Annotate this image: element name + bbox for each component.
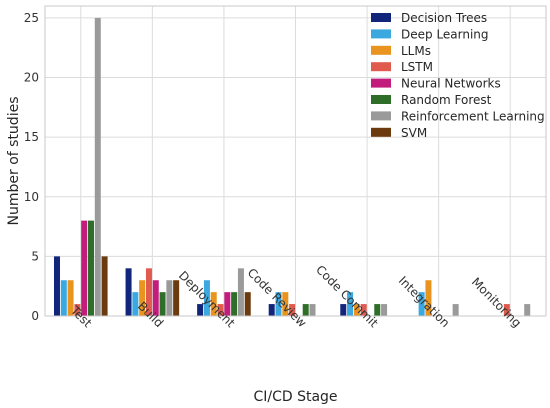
legend-swatch: [371, 111, 391, 121]
bar: [340, 304, 347, 316]
bar: [282, 292, 289, 316]
bars: [53, 17, 531, 317]
x-tick-label: Code Commit: [313, 262, 381, 330]
bar: [381, 304, 388, 316]
legend-swatch: [371, 78, 391, 88]
legend: Decision Trees Deep Learning LLMs LSTM Neura…: [371, 11, 545, 140]
legend-label: LSTM: [401, 60, 433, 74]
x-tick-label: Monitoring: [469, 275, 524, 330]
y-tick-label: 25: [24, 11, 39, 25]
bar: [244, 292, 251, 316]
bar: [203, 280, 210, 316]
plot-frame: [44, 5, 547, 317]
bar: [524, 304, 531, 316]
legend-swatch: [371, 45, 391, 55]
bar: [125, 268, 132, 316]
bar: [60, 280, 67, 316]
x-tick-label: Integration: [396, 273, 453, 330]
y-tick-label: 5: [31, 249, 39, 263]
bar: [224, 292, 231, 316]
legend-swatch: [371, 127, 391, 137]
bar: [67, 280, 74, 316]
bar: [81, 220, 88, 316]
bar: [53, 256, 60, 316]
bar: [503, 304, 510, 316]
bar: [173, 280, 180, 316]
bar: [302, 304, 309, 316]
bar: [268, 304, 275, 316]
bar: [309, 304, 316, 316]
y-tick-label: 10: [24, 190, 39, 204]
legend-swatch: [371, 13, 391, 22]
bar: [94, 17, 101, 317]
grid-lines: [45, 6, 546, 317]
bar: [159, 292, 166, 316]
bar: [374, 304, 381, 316]
bar: [353, 304, 360, 316]
bar: [101, 256, 108, 316]
y-axis-label: Number of studies: [6, 97, 22, 226]
bar: [217, 304, 224, 316]
y-tick-label: 20: [24, 71, 39, 85]
bar: [197, 304, 204, 316]
y-tick-label: 15: [24, 130, 39, 144]
bar: [237, 268, 244, 316]
bar: [87, 220, 94, 316]
x-axis-label: CI/CD Stage: [253, 389, 337, 405]
bar: [231, 292, 238, 316]
bar: [275, 292, 282, 316]
y-tick-label: 0: [31, 309, 39, 323]
legend-swatch: [371, 62, 391, 72]
legend-label: Neural Networks: [401, 77, 501, 91]
legend-label: Deep Learning: [401, 27, 489, 41]
legend-label: Decision Trees: [401, 11, 487, 25]
legend-label: Reinforcement Learning: [401, 109, 545, 123]
x-tick-label: Code Review: [245, 266, 310, 331]
legend-swatch: [371, 95, 391, 104]
bar: [452, 304, 459, 316]
bar: [139, 280, 146, 316]
bar: [425, 280, 432, 316]
bar: [210, 292, 217, 316]
bar: [152, 280, 159, 316]
bar: [347, 292, 354, 316]
bar: [360, 304, 367, 316]
legend-label: LLMs: [401, 44, 431, 58]
legend-label: Random Forest: [401, 93, 492, 107]
bar: [166, 280, 173, 316]
bar: [132, 292, 139, 316]
bar: [74, 304, 81, 316]
bar: [145, 268, 152, 316]
legend-swatch: [371, 29, 391, 39]
bar: [418, 292, 425, 316]
legend-label: SVM: [401, 126, 427, 140]
bar: [289, 304, 296, 316]
